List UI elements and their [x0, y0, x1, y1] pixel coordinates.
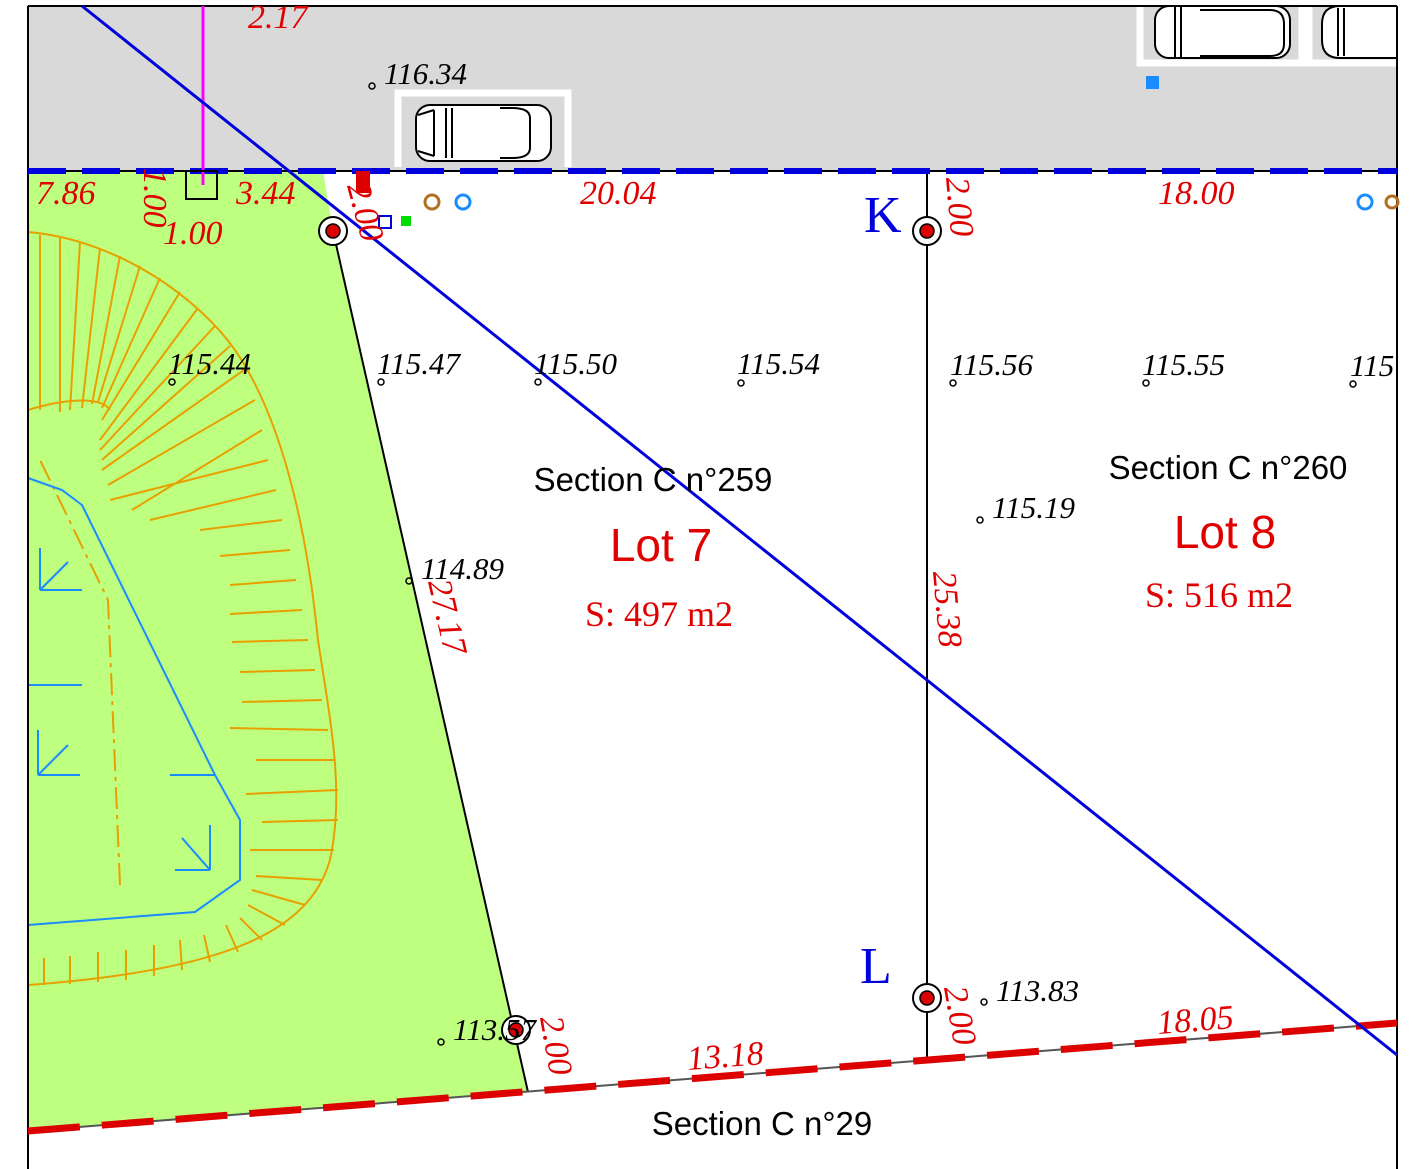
elevation-label: 115.55 [1142, 347, 1225, 382]
valve-icon [1356, 193, 1374, 211]
survey-marker-icon [318, 216, 348, 246]
embankment-dashed-line [39, 459, 121, 886]
elevation-label: 115.47 [377, 346, 461, 381]
valve-icon [1384, 194, 1400, 210]
section-label: Section C n°29 [652, 1105, 873, 1142]
elevation-label: 115.44 [168, 346, 251, 381]
survey-marker-icon [912, 983, 942, 1013]
green-box-icon [401, 216, 411, 226]
elevation-label: 113.57 [453, 1012, 537, 1047]
section-label: Section C n°260 [1109, 449, 1348, 486]
elevation-label: 115.56 [950, 347, 1033, 382]
dimension-label: 2.00 [938, 175, 980, 237]
dimension-label: 25.38 [925, 569, 969, 648]
car-icon [1321, 5, 1397, 59]
area-label: S: 516 m2 [1145, 575, 1293, 615]
dimension-label: 2.17 [248, 0, 310, 36]
point-label-l: L [860, 938, 892, 995]
dimension-label: 18.00 [1158, 175, 1235, 212]
car-icon [415, 104, 552, 162]
south-boundary-dashed-line [27, 1019, 1398, 1135]
car-icon [1154, 5, 1291, 59]
elevation-points [168, 82, 1357, 1046]
lot-label: Lot 8 [1174, 506, 1276, 558]
manhole-square [185, 170, 218, 200]
area-label: S: 497 m2 [585, 594, 733, 634]
dimension-label: 1.00 [163, 215, 223, 252]
dimension-label: 18.05 [1156, 999, 1235, 1042]
dimension-label: 20.04 [580, 175, 657, 212]
diagonal-network-line [81, 4, 1398, 1057]
valve-icon [423, 193, 441, 211]
red-marker-icon [356, 171, 370, 193]
elevation-label: 115.50 [534, 346, 617, 381]
valve-icon [454, 193, 472, 211]
green-area [28, 171, 528, 1131]
embankment-hatching [27, 231, 339, 986]
section-label: Section C n°259 [534, 461, 773, 498]
parking-bay [394, 89, 572, 167]
elevation-label: 115.19 [992, 490, 1075, 525]
elevation-label: 115.54 [737, 346, 820, 381]
elevation-label: 115 [1350, 348, 1394, 383]
survey-marker-icon [912, 216, 942, 246]
point-label-k: K [864, 187, 902, 244]
elevation-label: 113.83 [996, 973, 1079, 1008]
survey-marker-icon [501, 1015, 531, 1045]
dimension-label: 1.00 [136, 168, 173, 228]
lot-label: Lot 7 [610, 519, 712, 571]
meter-icon [1146, 76, 1159, 89]
parking-bay [1136, 6, 1306, 67]
blue-network-lines [27, 477, 241, 926]
dimension-label: 13.18 [686, 1035, 765, 1078]
parking-bay [1305, 6, 1397, 67]
utility-box-icon [378, 215, 392, 229]
elevation-label: 116.34 [384, 56, 467, 91]
dimension-label: 3.44 [235, 175, 296, 212]
elevation-label: 114.89 [421, 551, 504, 586]
dimension-label: 7.86 [36, 175, 96, 212]
